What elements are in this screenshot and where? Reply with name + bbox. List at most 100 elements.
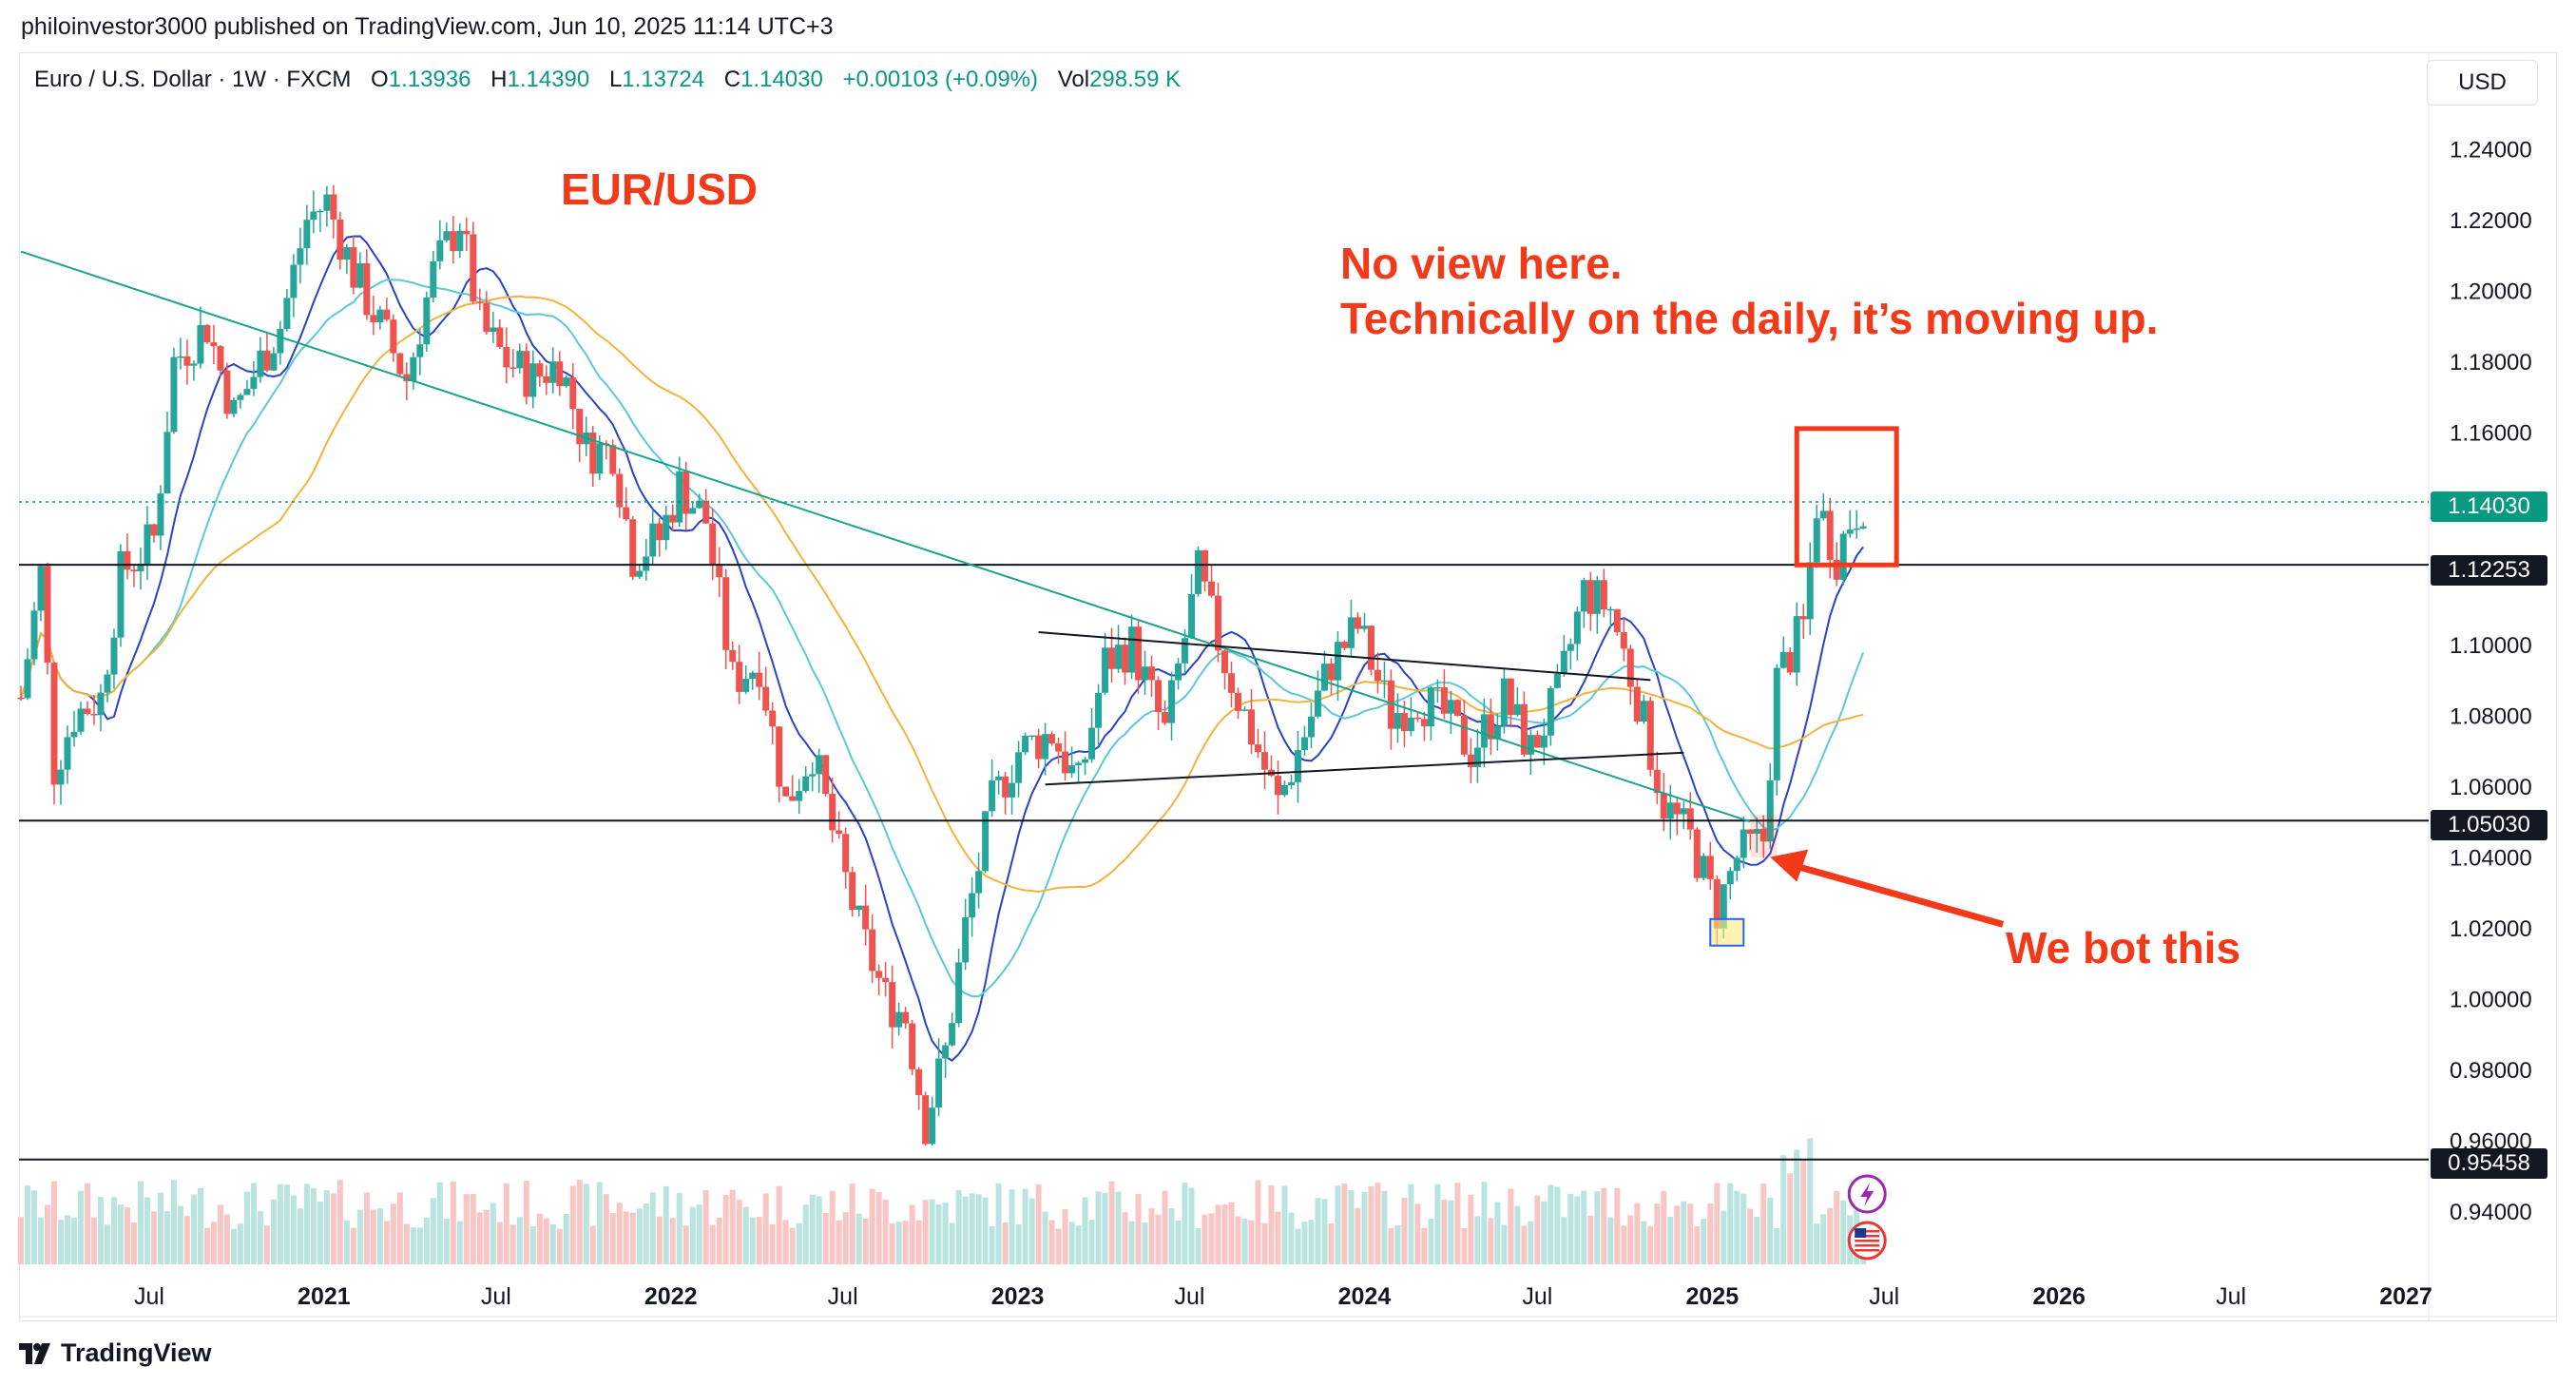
volume-bar [1827, 1207, 1834, 1264]
candle-body [1433, 686, 1441, 689]
candle-body [749, 672, 757, 680]
volume-bar [1774, 1228, 1780, 1264]
candle-body [1413, 717, 1421, 720]
level-tag-lower: 0.95458 [2431, 1148, 2547, 1179]
volume-bar [1747, 1208, 1754, 1264]
candle-body [436, 240, 444, 261]
tradingview-mark-icon [19, 1342, 50, 1364]
high-value: 1.14390 [507, 67, 590, 92]
volume-bar [317, 1202, 323, 1264]
currency-button[interactable]: USD [2427, 60, 2538, 106]
volume-bar [629, 1212, 636, 1264]
candle-body [1833, 559, 1840, 580]
high-label: H [490, 67, 508, 92]
candle-body [1168, 680, 1176, 723]
candle-body [702, 500, 710, 524]
candle-body [729, 649, 737, 663]
candle-body [1660, 793, 1667, 819]
candle-body [1400, 713, 1408, 732]
volume-bar [383, 1221, 390, 1264]
volume-bar [862, 1219, 869, 1264]
candle-body [303, 220, 311, 249]
volume-bar [1667, 1216, 1674, 1264]
candle-body [829, 794, 836, 831]
volume-bar [130, 1222, 137, 1264]
candle-body [197, 324, 204, 364]
volume-bar [1335, 1185, 1341, 1264]
volume-bar [18, 1217, 24, 1264]
volume-value: 298.59 K [1089, 67, 1182, 92]
volume-bar [576, 1180, 583, 1264]
volume-bar [1381, 1190, 1388, 1264]
candle-body [110, 637, 118, 675]
x-tick-label: 2024 [1338, 1283, 1392, 1310]
volume-bar [503, 1183, 509, 1264]
candle-body [1394, 713, 1401, 729]
candle-body [1753, 829, 1760, 834]
candle-body [297, 248, 304, 265]
volume-bar [330, 1193, 336, 1264]
volume-bar [1574, 1196, 1581, 1264]
volume-bar [855, 1213, 862, 1264]
volume-bar [1780, 1155, 1787, 1264]
volume-bar [456, 1221, 463, 1264]
candle-body [416, 344, 424, 357]
volume-bar [183, 1216, 190, 1264]
moving-average-line [20, 295, 1864, 894]
candle-body [1720, 884, 1727, 929]
x-tick-label: Jul [2216, 1283, 2246, 1310]
volume-bar [104, 1224, 110, 1264]
candle-body [1527, 735, 1534, 755]
volume-bar [1554, 1186, 1561, 1264]
volume-bar [649, 1192, 656, 1264]
lightning-icon-bolt [1860, 1183, 1874, 1206]
volume-bar [1721, 1210, 1727, 1264]
candle-body [1606, 608, 1614, 611]
volume-bar [1168, 1207, 1175, 1264]
candle-body [882, 977, 890, 983]
candle-body [257, 350, 264, 377]
us-flag-stripe [1855, 1230, 1880, 1233]
candle-body [1540, 735, 1548, 748]
symbol-name[interactable]: Euro / U.S. Dollar · 1W · FXCM [34, 67, 352, 92]
volume-bar [1361, 1191, 1368, 1264]
candle-body [629, 519, 637, 577]
candle-body [37, 566, 45, 611]
annotation-view-line1: No view here. [1340, 239, 1623, 288]
y-tick-label: 1.08000 [2450, 704, 2532, 730]
candle-body [643, 556, 650, 571]
candle-body [922, 1095, 930, 1145]
candle-body [1686, 808, 1694, 830]
candle-body [543, 375, 550, 383]
candle-body [1726, 871, 1734, 885]
volume-bar [1295, 1228, 1301, 1264]
volume-bar [556, 1228, 563, 1264]
volume-bar [643, 1203, 649, 1264]
volume-bar [430, 1198, 436, 1264]
candle-body [124, 550, 131, 570]
candle-body [649, 523, 657, 557]
volume-bar [1355, 1207, 1361, 1264]
candle-body [942, 1045, 950, 1059]
candle-body [1175, 663, 1182, 681]
volume-label: Vol [1057, 67, 1090, 92]
volume-bar [1421, 1227, 1428, 1264]
candle-body [1247, 709, 1255, 745]
candle-body [1467, 754, 1474, 768]
candle-body [503, 347, 510, 368]
volume-bar [1022, 1188, 1028, 1264]
tradingview-logo[interactable]: TradingView [19, 1338, 212, 1368]
volume-bar [829, 1190, 836, 1264]
candle-body [1806, 562, 1814, 620]
candle-body [1813, 518, 1820, 563]
volume-bar [423, 1217, 430, 1264]
candle-body [816, 755, 823, 775]
candle-body [456, 230, 464, 252]
candle-body [809, 774, 817, 777]
candle-body [1620, 632, 1627, 649]
us-flag-icon [1847, 1221, 1887, 1261]
volume-bar [1182, 1182, 1188, 1264]
candle-body [1520, 703, 1528, 755]
candle-body [909, 1023, 916, 1069]
